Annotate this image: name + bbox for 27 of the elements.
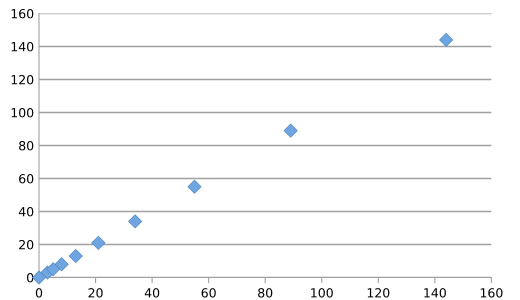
x-tick-label: 0 [36,288,42,298]
y-tick-label: 20 [19,240,34,250]
y-tick-label: 40 [18,206,34,216]
y-tick-label: 160 [12,8,34,18]
x-tick-label: 40 [144,288,160,298]
y-tick-label: 140 [12,42,34,52]
x-tick-label: 80 [258,288,272,298]
point [284,124,298,138]
x-tick-label: 140 [424,288,446,298]
point [32,270,46,285]
x-tick-label: 120 [368,288,390,298]
y-tick-label: 0 [27,272,34,282]
y-tick-label: 60 [19,174,34,184]
point [46,262,60,276]
point [128,214,142,228]
point [54,257,69,272]
point [439,32,454,47]
x-tick-label: 60 [202,288,216,298]
x-tick-label: 160 [480,288,502,298]
point [188,180,202,194]
y-tick-label: 120 [12,74,34,84]
y-tick-label: 80 [19,140,34,150]
point [68,249,83,264]
point [91,236,106,250]
y-tick-label: 100 [12,108,34,118]
x-tick-label: 20 [88,288,103,298]
x-tick-label: 100 [311,288,333,298]
